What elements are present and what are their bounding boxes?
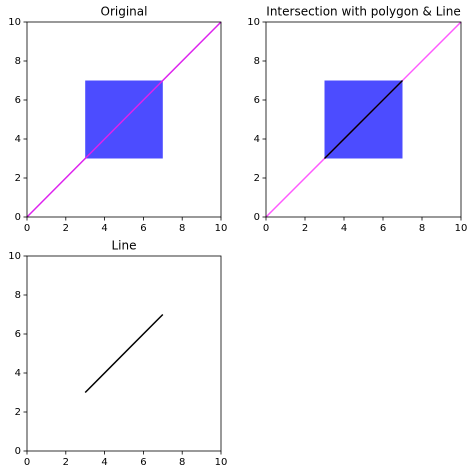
x-tick-label: 10	[215, 223, 228, 234]
y-tick-label: 10	[8, 17, 21, 28]
x-tick-label: 2	[302, 223, 308, 234]
y-tick-label: 6	[254, 95, 260, 106]
y-tick-label: 4	[15, 134, 21, 145]
x-tick-label: 4	[101, 223, 107, 234]
x-tick-label: 6	[140, 457, 146, 468]
x-tick-label: 4	[101, 457, 107, 468]
x-tick-label: 4	[341, 223, 347, 234]
x-tick-label: 10	[455, 223, 468, 234]
y-tick-label: 8	[254, 56, 260, 67]
y-tick-label: 4	[15, 368, 21, 379]
x-tick-label: 8	[419, 223, 425, 234]
x-tick-label: 2	[63, 223, 69, 234]
y-tick-label: 8	[15, 290, 21, 301]
x-tick-label: 0	[263, 223, 269, 234]
line	[323, 79, 404, 160]
y-tick-label: 2	[254, 173, 260, 184]
x-tick-label: 0	[24, 457, 30, 468]
line	[26, 21, 222, 218]
y-tick-label: 6	[15, 329, 21, 340]
y-tick-label: 0	[15, 446, 21, 457]
x-tick-label: 10	[215, 457, 228, 468]
chart-title: Intersection with polygon & Line	[266, 5, 460, 19]
axes-frame	[265, 21, 462, 218]
x-tick-label: 0	[24, 223, 30, 234]
x-tick-label: 8	[179, 457, 185, 468]
y-tick-label: 6	[15, 95, 21, 106]
axes-frame	[26, 21, 222, 218]
x-tick-label: 6	[380, 223, 386, 234]
x-tick-label: 6	[140, 223, 146, 234]
y-tick-label: 0	[254, 212, 260, 223]
y-tick-label: 2	[15, 173, 21, 184]
y-tick-label: 10	[8, 251, 21, 262]
y-tick-label: 2	[15, 407, 21, 418]
x-tick-label: 8	[179, 223, 185, 234]
y-tick-label: 10	[247, 17, 260, 28]
line	[84, 313, 164, 394]
y-tick-label: 8	[15, 56, 21, 67]
chart-title: Line	[111, 239, 136, 253]
y-tick-label: 0	[15, 212, 21, 223]
chart-title: Original	[101, 5, 148, 19]
axes-frame	[26, 255, 222, 452]
x-tick-label: 2	[63, 457, 69, 468]
y-tick-label: 4	[254, 134, 260, 145]
